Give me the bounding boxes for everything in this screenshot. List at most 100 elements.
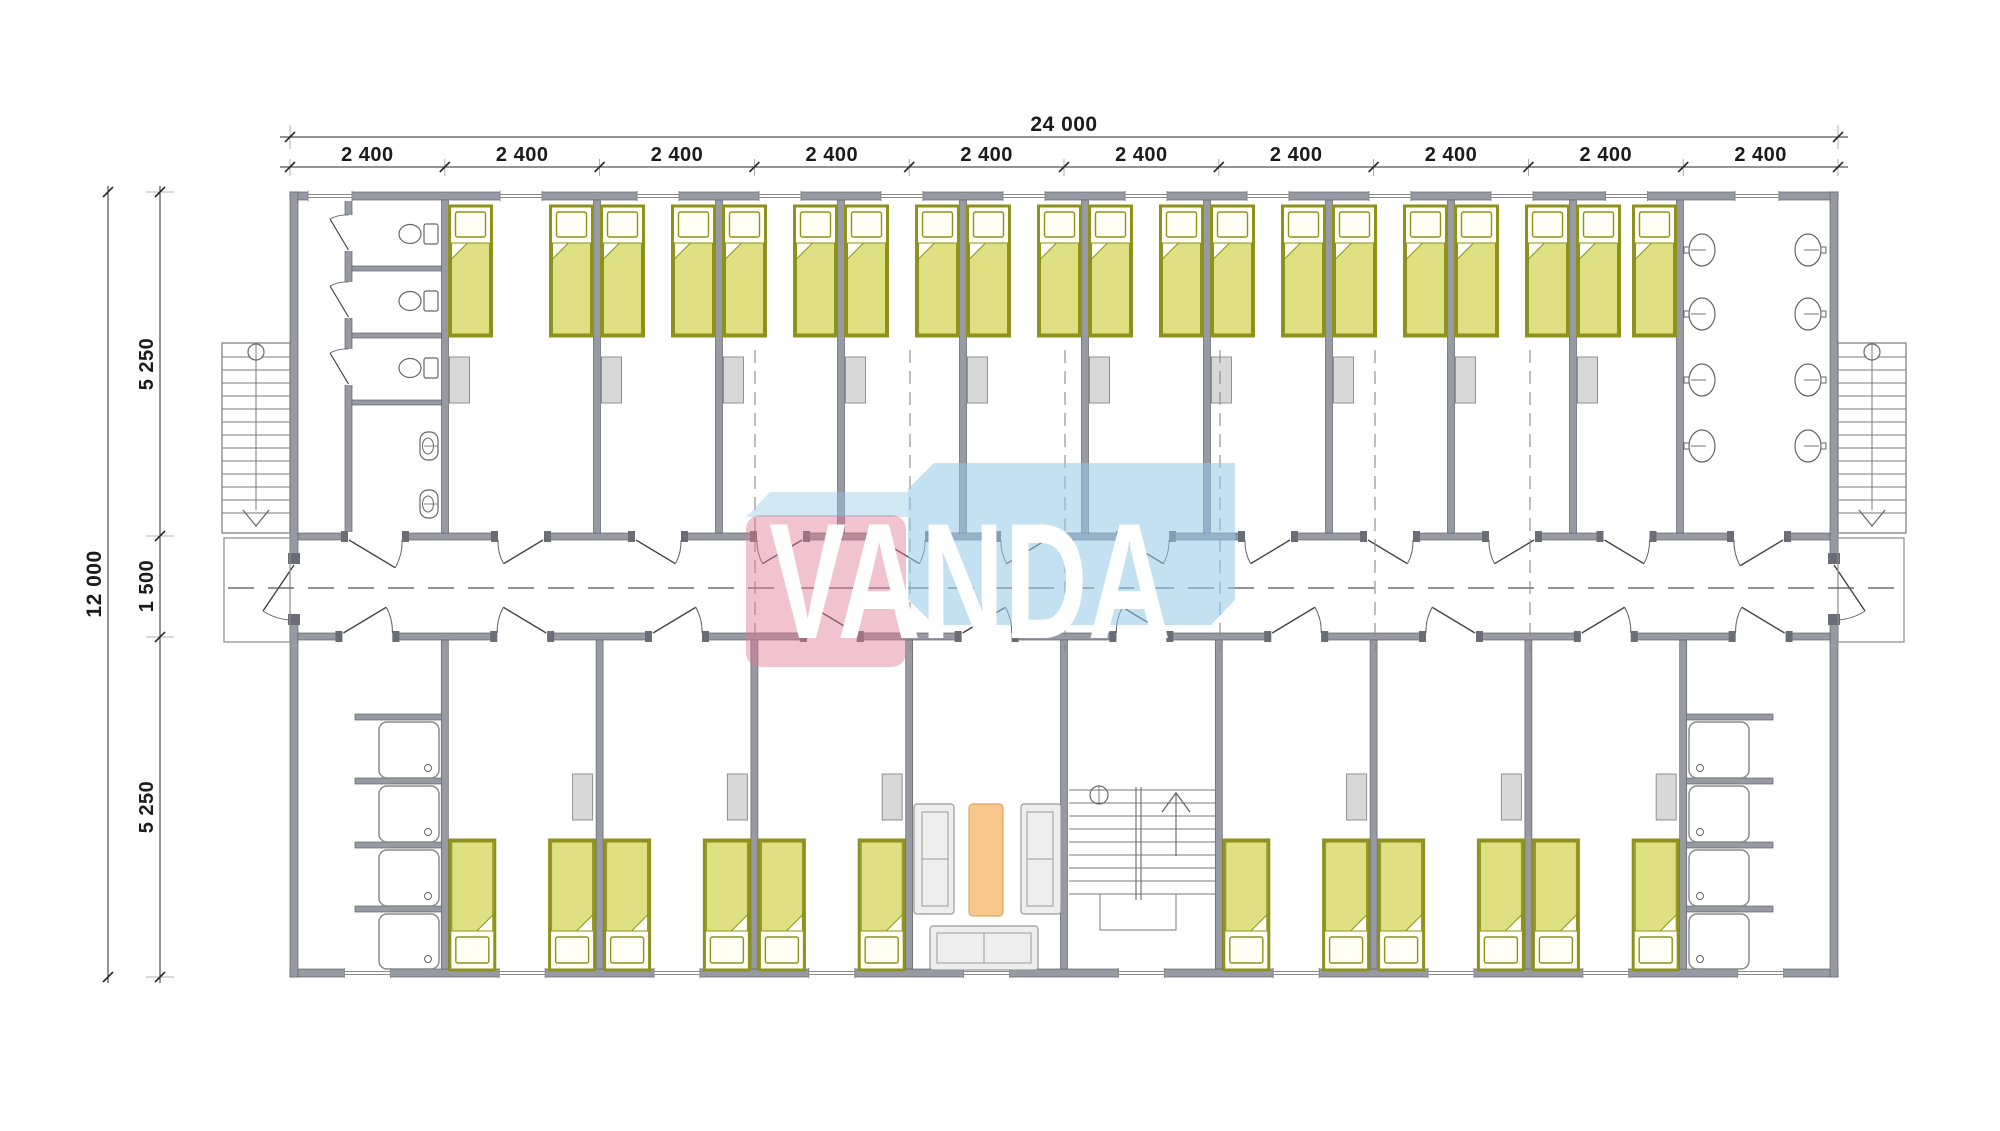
door-jamb bbox=[1109, 631, 1117, 642]
pillow bbox=[1582, 211, 1615, 238]
pillow bbox=[1538, 936, 1574, 964]
door-leaf bbox=[762, 539, 803, 565]
door-jamb bbox=[1784, 531, 1791, 542]
door-swing-arc bbox=[1833, 610, 1866, 621]
dimension-lines: 24 000 2 400 2 400 2 400 2 400 2 400 2 400 2 40… bbox=[83, 113, 1848, 983]
door-leaf bbox=[1604, 539, 1645, 565]
entry-landing bbox=[223, 537, 291, 643]
shower-drain bbox=[1696, 892, 1704, 900]
blanket-fold bbox=[1528, 242, 1546, 261]
dim-label-segment: 2 400 bbox=[1734, 144, 1787, 166]
door-gap bbox=[1426, 632, 1476, 641]
bed-blanket bbox=[1225, 841, 1268, 932]
window-gap bbox=[1247, 191, 1289, 201]
door-jamb bbox=[1573, 631, 1581, 642]
pillow bbox=[1328, 936, 1364, 964]
wardrobe bbox=[449, 356, 470, 404]
partition-top bbox=[1447, 199, 1455, 534]
bed-blanket bbox=[606, 841, 649, 932]
door-swing-arc bbox=[1244, 539, 1252, 564]
pillow bbox=[921, 211, 954, 238]
door-gap bbox=[1580, 632, 1631, 641]
door-leaf bbox=[635, 539, 676, 565]
door-leaf bbox=[1581, 606, 1626, 634]
dim-tick bbox=[903, 161, 915, 173]
door-jamb bbox=[702, 631, 709, 642]
door-jamb bbox=[799, 631, 807, 642]
door-jamb bbox=[402, 531, 409, 542]
door-jamb bbox=[288, 553, 300, 564]
dim-label-segment: 2 400 bbox=[960, 144, 1013, 166]
shower-tray bbox=[1688, 721, 1750, 779]
bed-blanket bbox=[918, 242, 957, 335]
door-jamb bbox=[803, 531, 810, 542]
stair-landing-edge bbox=[1099, 894, 1177, 931]
pillow bbox=[1638, 211, 1671, 238]
door-leaf bbox=[1250, 539, 1291, 565]
door-jamb bbox=[490, 631, 498, 642]
window-gap bbox=[1735, 191, 1779, 201]
partition-top bbox=[1325, 199, 1333, 534]
bed-blanket bbox=[1325, 841, 1368, 932]
door-jamb bbox=[750, 531, 757, 542]
blanket-fold bbox=[1249, 913, 1268, 932]
dim-tick bbox=[594, 161, 606, 173]
wardrobe bbox=[601, 356, 622, 404]
dim-label-total: 24 000 bbox=[1030, 113, 1097, 136]
dim-tick bbox=[154, 186, 166, 198]
wardrobe bbox=[723, 356, 744, 404]
entry-landing bbox=[1837, 537, 1905, 643]
shower-tray bbox=[378, 849, 440, 907]
pillow bbox=[1483, 936, 1519, 964]
blanket-fold bbox=[1162, 242, 1180, 261]
wardrobe bbox=[1089, 356, 1110, 404]
door-jamb bbox=[856, 631, 864, 642]
dim-tick bbox=[1522, 161, 1534, 173]
blanket-fold bbox=[730, 913, 748, 932]
door-leaf bbox=[1741, 606, 1785, 634]
wc-stall-partition bbox=[351, 332, 442, 339]
pillow bbox=[728, 211, 761, 238]
stair-down-arrow-icon bbox=[242, 509, 270, 527]
coffee-table bbox=[968, 803, 1004, 917]
partition-bottom bbox=[1369, 639, 1378, 970]
wc-stall-partition bbox=[351, 399, 442, 406]
blanket-fold bbox=[1213, 242, 1231, 261]
door-jamb bbox=[1011, 631, 1019, 642]
door-jamb bbox=[1535, 531, 1542, 542]
dim-label-segment: 2 400 bbox=[341, 144, 394, 166]
door-jamb bbox=[645, 631, 652, 642]
dim-tick bbox=[154, 530, 166, 542]
door-gap bbox=[342, 632, 393, 641]
wardrobe bbox=[1346, 773, 1368, 821]
pillow bbox=[455, 936, 490, 964]
door-leaf bbox=[1431, 606, 1476, 634]
bed-blanket bbox=[1091, 242, 1130, 335]
door-leaf bbox=[503, 539, 544, 565]
door-gap bbox=[1603, 532, 1650, 541]
pillow bbox=[1216, 211, 1249, 238]
door-jamb bbox=[1728, 631, 1736, 642]
shower-partition bbox=[1686, 777, 1774, 785]
bed-blanket bbox=[552, 242, 591, 335]
bed-blanket bbox=[705, 841, 748, 932]
shower-tray bbox=[378, 721, 440, 779]
door-jamb bbox=[872, 531, 879, 542]
dim-label-segment: 2 400 bbox=[651, 144, 704, 166]
door-jamb bbox=[1727, 531, 1734, 542]
pillow bbox=[1094, 211, 1127, 238]
door-gap bbox=[1367, 532, 1413, 541]
blanket-fold bbox=[1349, 913, 1368, 932]
dim-label-segment: 5 250 bbox=[136, 338, 158, 391]
door-jamb bbox=[628, 531, 635, 542]
bed-blanket bbox=[1380, 841, 1423, 932]
door-jamb bbox=[1476, 631, 1483, 642]
shower-partition bbox=[354, 713, 442, 721]
watermark-shape-blue bbox=[908, 463, 1235, 625]
door-jamb bbox=[1413, 531, 1420, 542]
shower-tray bbox=[1688, 849, 1750, 907]
blanket-fold bbox=[475, 913, 494, 932]
door-leaf bbox=[343, 606, 387, 634]
